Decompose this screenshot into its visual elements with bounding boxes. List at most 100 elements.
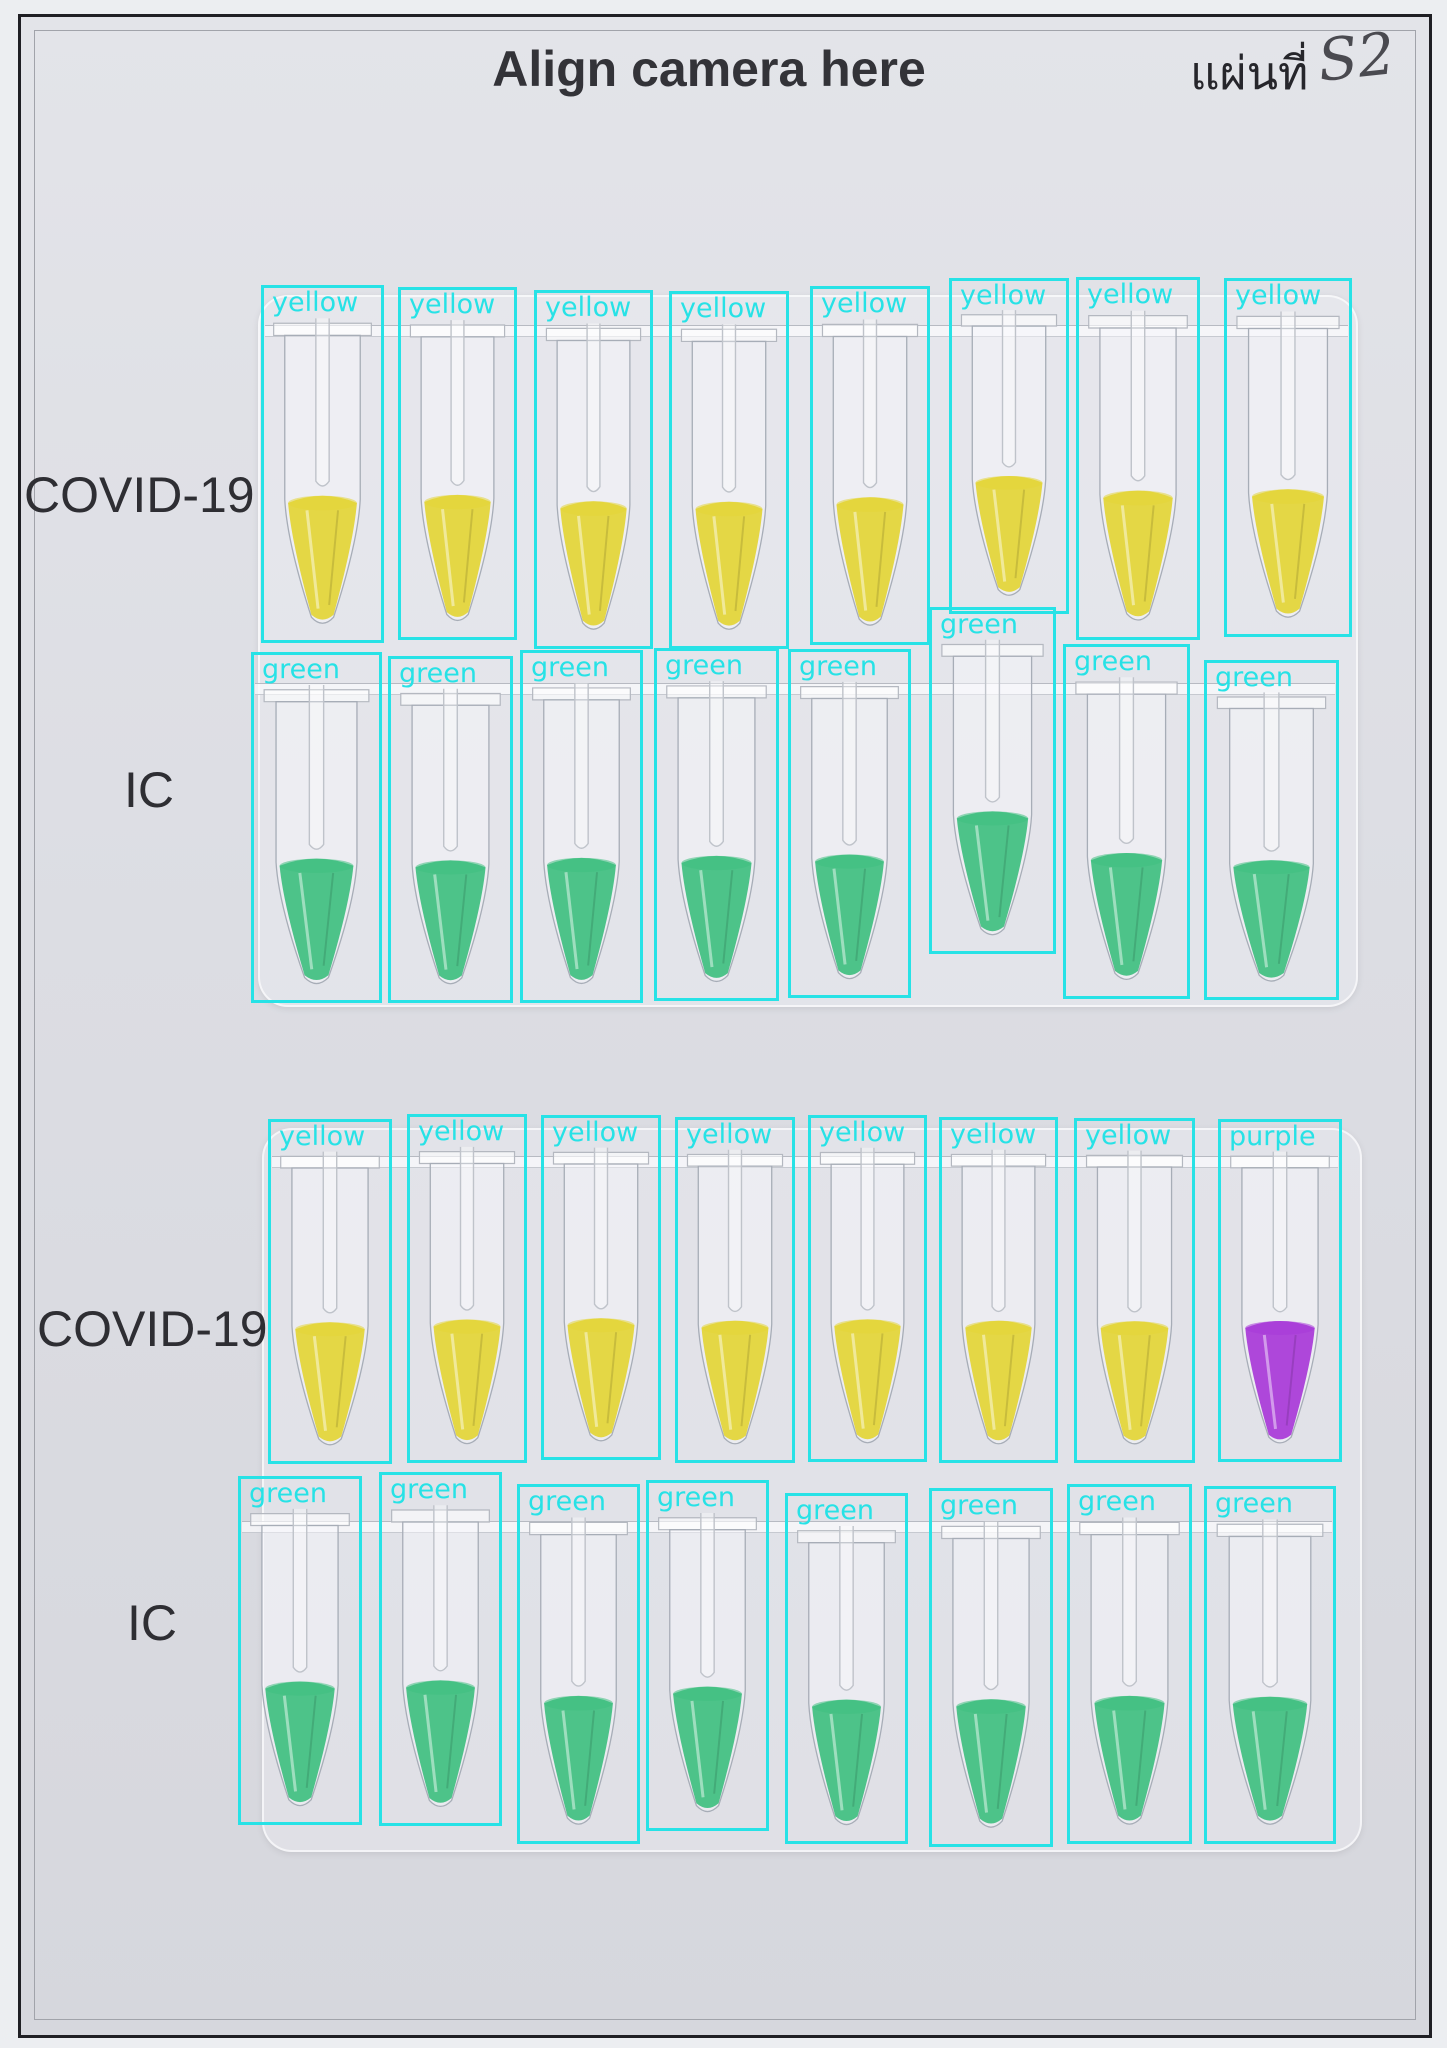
detection-label: green — [262, 654, 340, 685]
detection-box-r1-c3: yellow — [534, 290, 653, 649]
tube-strip-capbar-3 — [272, 1156, 1338, 1168]
detection-box-r2-c8: green — [1204, 660, 1339, 1000]
detection-label: green — [1078, 1486, 1156, 1517]
detection-box-r4-c5: green — [785, 1493, 908, 1844]
detection-label: yellow — [1087, 279, 1174, 310]
tube-r2-c8 — [1210, 692, 1333, 996]
sheet-label: แผ่นที่ — [1190, 46, 1309, 100]
tube-r3-c3 — [547, 1147, 655, 1456]
detection-label: yellow — [272, 287, 359, 318]
tube-r4-c8 — [1210, 1519, 1330, 1840]
detection-label: yellow — [821, 288, 908, 319]
tube-r1-c4 — [675, 324, 783, 645]
detection-label: yellow — [950, 1119, 1037, 1150]
detection-box-r4-c6: green — [929, 1488, 1053, 1847]
detection-box-r2-c4: green — [654, 648, 779, 1001]
detection-label: yellow — [960, 280, 1047, 311]
detection-label: green — [799, 651, 877, 682]
detection-label: green — [249, 1478, 327, 1509]
tube-r4-c4 — [652, 1513, 763, 1827]
tube-r1-c8 — [1230, 311, 1346, 633]
detection-label: green — [1215, 662, 1293, 693]
detection-label: yellow — [819, 1117, 906, 1148]
detection-label: green — [1074, 646, 1152, 677]
detection-box-r3-c1: yellow — [268, 1119, 392, 1464]
detection-box-r1-c2: yellow — [398, 287, 517, 640]
detection-label: green — [796, 1495, 874, 1526]
detection-box-r1-c7: yellow — [1076, 277, 1200, 640]
detection-box-r3-c4: yellow — [675, 1117, 795, 1463]
tube-r1-c7 — [1082, 310, 1194, 636]
tube-r3-c2 — [413, 1146, 521, 1459]
detection-box-r4-c8: green — [1204, 1486, 1336, 1844]
tube-r1-c1 — [267, 318, 378, 639]
tube-r4-c1 — [244, 1508, 356, 1821]
detection-box-r4-c3: green — [517, 1484, 640, 1844]
detection-label: yellow — [545, 292, 632, 323]
tube-r2-c1 — [257, 685, 376, 999]
sheet-title: Align camera here — [492, 41, 926, 97]
detection-box-r1-c5: yellow — [810, 286, 930, 645]
tube-r2-c6 — [935, 639, 1050, 950]
detection-box-r4-c4: green — [646, 1480, 769, 1831]
detection-box-r2-c6: green — [929, 607, 1056, 954]
tube-r2-c7 — [1069, 677, 1184, 995]
detection-box-r2-c1: green — [251, 652, 382, 1003]
tube-r3-c1 — [274, 1151, 386, 1460]
tube-r4-c6 — [935, 1521, 1047, 1843]
detection-box-r4-c2: green — [379, 1472, 502, 1826]
tube-r3-c8 — [1224, 1151, 1336, 1458]
detection-box-r2-c5: green — [788, 649, 911, 998]
detection-label: yellow — [680, 293, 767, 324]
sheet-number-handwritten: S2 — [1314, 19, 1398, 95]
sheet-inner-frame — [34, 30, 1416, 2020]
detection-label: yellow — [279, 1121, 366, 1152]
tube-r4-c3 — [523, 1517, 634, 1840]
detection-label: green — [665, 650, 743, 681]
detection-box-r4-c7: green — [1067, 1484, 1192, 1844]
tube-r2-c3 — [526, 683, 637, 999]
detection-box-r1-c8: yellow — [1224, 278, 1352, 637]
detection-box-r3-c8: purple — [1218, 1119, 1342, 1462]
detection-box-r2-c3: green — [520, 650, 643, 1003]
detection-box-r1-c6: yellow — [949, 278, 1069, 614]
detection-label: green — [531, 652, 609, 683]
row-label-2: IC — [124, 762, 174, 818]
detection-box-r3-c7: yellow — [1074, 1118, 1195, 1463]
detection-label: green — [657, 1482, 735, 1513]
tube-r3-c7 — [1080, 1150, 1189, 1459]
detection-label: green — [940, 1490, 1018, 1521]
row-label-3: COVID-19 — [37, 1301, 268, 1357]
detection-label: yellow — [418, 1116, 505, 1147]
detection-label: green — [390, 1474, 468, 1505]
tube-r3-c4 — [681, 1149, 789, 1459]
detection-box-r1-c1: yellow — [261, 285, 384, 643]
row-label-4: IC — [127, 1595, 177, 1651]
detection-box-r2-c7: green — [1063, 644, 1190, 999]
detection-label: purple — [1229, 1121, 1316, 1152]
detection-box-r3-c5: yellow — [808, 1115, 927, 1462]
tube-r4-c7 — [1073, 1517, 1186, 1840]
detection-box-r1-c4: yellow — [669, 291, 789, 649]
detection-label: green — [940, 609, 1018, 640]
detection-box-r2-c2: green — [388, 656, 513, 1003]
detection-box-r4-c1: green — [238, 1476, 362, 1825]
detection-label: yellow — [686, 1119, 773, 1150]
detection-label: yellow — [409, 289, 496, 320]
tube-r1-c3 — [540, 323, 647, 645]
tube-r1-c2 — [404, 320, 511, 636]
tube-r4-c5 — [791, 1526, 902, 1840]
tube-r3-c6 — [945, 1149, 1052, 1459]
detection-label: yellow — [552, 1117, 639, 1148]
detection-box-r3-c6: yellow — [939, 1117, 1058, 1463]
tube-r4-c2 — [385, 1505, 496, 1822]
tube-r3-c5 — [814, 1147, 921, 1458]
detection-label: green — [399, 658, 477, 689]
tube-r2-c5 — [794, 681, 905, 994]
detection-label: green — [1215, 1488, 1293, 1519]
tube-r1-c5 — [816, 319, 924, 641]
row-label-1: COVID-19 — [24, 467, 255, 523]
detection-label: yellow — [1235, 280, 1322, 311]
detection-box-r3-c2: yellow — [407, 1114, 527, 1463]
